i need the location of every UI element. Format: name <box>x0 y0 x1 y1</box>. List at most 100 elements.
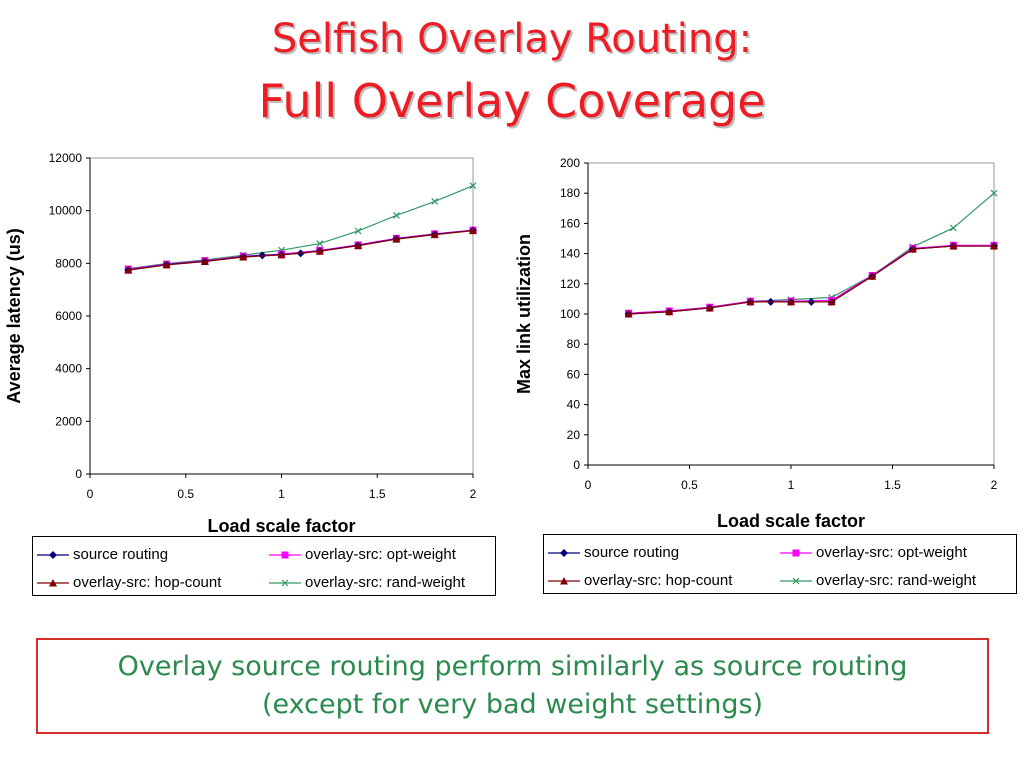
marker-stroke <box>354 227 362 235</box>
chart2: 0 20 40 60 80 100 120 140 160 180 200 0 0.5 1 1.5 2 Load… <box>514 156 998 531</box>
chart1-y-tick-label: 8000 <box>55 256 82 270</box>
chart1-point-overlay-src-rand-weight <box>469 182 477 190</box>
chart2-point-overlay-src-hop-count <box>908 245 917 253</box>
legend-swatch-marker <box>792 549 800 556</box>
chart2-point-overlay-src-hop-count <box>624 310 633 318</box>
chart2-point-overlay-src-hop-count <box>827 297 836 306</box>
chart2-point-overlay-src-hop-count <box>705 303 714 312</box>
legend-item: source routing <box>548 544 679 561</box>
legend-item: source routing <box>37 546 168 563</box>
legend-label: overlay-src: opt-weight <box>305 546 456 563</box>
chart2-x-tick-label: 0 <box>585 478 592 492</box>
marker-stroke <box>392 211 400 219</box>
legend-swatch <box>269 548 301 562</box>
legend-swatch <box>780 546 812 560</box>
chart2-x-tick-label: 1.5 <box>884 478 901 492</box>
legend-item: overlay-src: rand-weight <box>780 572 976 589</box>
chart1-y-tick-label: 0 <box>75 467 82 481</box>
legend-label: source routing <box>73 546 169 563</box>
chart1-point-overlay-src-rand-weight <box>354 227 362 235</box>
chart1-point-overlay-src-hop-count <box>469 226 477 235</box>
chart2-x-tick-label: 2 <box>991 478 998 492</box>
legend-swatch-graphic <box>548 548 580 557</box>
chart2-y-tick-label: 180 <box>560 186 580 200</box>
chart1-point-overlay-src-hop-count <box>239 253 248 261</box>
legend-swatch-marker <box>49 578 57 586</box>
chart2-series-source-routing <box>624 242 998 318</box>
chart1-y-tick-label: 12000 <box>49 151 83 165</box>
chart2-legend: source routing overlay-src: opt-weight ove… <box>543 534 1017 594</box>
chart2-line-overlay-src-hop-count <box>628 245 994 315</box>
legend-item: overlay-src: rand-weight <box>269 574 465 591</box>
marker-stroke <box>792 577 800 584</box>
caption-line2: (except for very bad weight settings) <box>261 689 764 720</box>
chart1-point-overlay-src-hop-count <box>124 266 133 274</box>
chart1-x-tick-label: 0.5 <box>177 487 194 501</box>
chart1-series-overlay-src-rand-weight <box>124 182 477 273</box>
legend-item: overlay-src: opt-weight <box>269 546 456 563</box>
legend-swatch-marker <box>560 548 568 557</box>
chart2-y-tick-label: 20 <box>567 428 581 442</box>
chart1-series-source-routing <box>124 226 477 274</box>
chart2-series-overlay-src-hop-count <box>624 242 998 318</box>
legend-swatch-marker <box>792 577 800 584</box>
chart1-series-overlay-src-hop-count <box>124 226 477 274</box>
chart2-y-tick-label: 0 <box>573 458 580 472</box>
chart1-point-overlay-src-hop-count <box>277 250 286 259</box>
legend-swatch-graphic <box>37 550 69 559</box>
chart2-point-overlay-src-rand-weight <box>990 189 998 197</box>
chart1-y-tick-label: 6000 <box>55 309 82 323</box>
chart1-point-overlay-src-hop-count <box>162 260 171 269</box>
chart2-point-overlay-src-hop-count <box>665 307 674 316</box>
legend-swatch <box>548 546 580 560</box>
chart1-line-overlay-src-rand-weight <box>128 185 474 270</box>
chart2-point-overlay-src-hop-count <box>868 272 877 280</box>
chart2-x-tick-label: 0.5 <box>681 478 698 492</box>
legend-label: overlay-src: hop-count <box>584 572 733 589</box>
legend-swatch <box>37 548 69 562</box>
chart2-point-overlay-src-hop-count <box>746 297 755 306</box>
chart2-point-overlay-src-hop-count <box>990 242 998 250</box>
legend-item: overlay-src: hop-count <box>548 572 732 589</box>
legend-swatch-graphic <box>269 579 301 586</box>
legend-label: source routing <box>584 544 680 561</box>
legend-label: overlay-src: rand-weight <box>816 572 977 589</box>
legend-swatch-graphic <box>37 578 69 586</box>
legend-swatch-graphic <box>780 549 812 556</box>
legend-swatch <box>780 574 812 588</box>
chart1-x-tick-label: 1.5 <box>369 487 386 501</box>
legend-label: overlay-src: hop-count <box>73 574 222 591</box>
chart1-plot-frame <box>89 157 474 475</box>
caption-box: Overlay source routing perform similarly… <box>36 638 989 734</box>
marker-stroke <box>469 182 477 190</box>
chart2-y-tick-label: 100 <box>560 307 580 321</box>
legend-swatch-graphic <box>548 576 580 584</box>
chart2-y-tick-label: 200 <box>560 156 580 170</box>
legend-swatch-marker <box>281 551 289 558</box>
legend-swatch <box>548 574 580 588</box>
legend-item: overlay-src: opt-weight <box>780 544 967 561</box>
chart2-x-tick-label: 1 <box>788 478 795 492</box>
chart1-point-overlay-src-hop-count <box>200 257 209 265</box>
chart1-point-overlay-src-hop-count <box>315 247 324 255</box>
chart2-series-overlay-src-rand-weight <box>625 189 998 317</box>
chart2-y-tick-label: 140 <box>560 247 580 261</box>
chart1-legend: source routing overlay-src: opt-weight ove… <box>32 536 496 596</box>
chart1-x-axis-label: Load scale factor <box>207 516 355 536</box>
chart1-x-tick-label: 1 <box>278 487 285 501</box>
marker-stroke <box>949 224 957 232</box>
legend-swatch-graphic <box>780 577 812 584</box>
chart2-y-tick-label: 120 <box>560 277 580 291</box>
marker-stroke <box>281 579 289 586</box>
marker-stroke <box>431 198 439 205</box>
chart2-point-overlay-src-hop-count <box>787 297 795 306</box>
chart2-y-tick-label: 60 <box>567 367 581 381</box>
legend-swatch-marker <box>281 579 289 586</box>
chart1-y-axis-label: Average latency (us) <box>4 228 24 403</box>
chart2-x-axis-label: Load scale factor <box>717 511 865 531</box>
chart2-y-tick-label: 80 <box>567 337 581 351</box>
chart1-x-tick-label: 0 <box>87 487 94 501</box>
chart1: 0 2000 4000 6000 8000 10000 12000 0 0.5 1 1.5 2 Load… <box>4 151 477 536</box>
chart2-y-axis-label: Max link utilization <box>514 234 534 394</box>
